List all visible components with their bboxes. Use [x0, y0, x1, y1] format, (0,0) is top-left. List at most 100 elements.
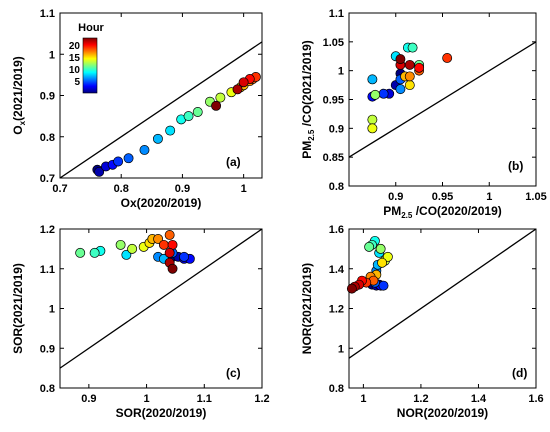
y-tick-label: 1: [49, 49, 55, 61]
data-point: [139, 144, 150, 155]
data-point: [165, 125, 176, 136]
x-tick-label: 1.2: [254, 393, 269, 405]
y-tick-label: 1.2: [40, 224, 55, 236]
data-point: [192, 107, 203, 117]
data-point: [346, 283, 357, 294]
data-point: [404, 71, 415, 82]
x-tick-label: 0.9: [388, 191, 403, 203]
y-tick-label: 1: [338, 66, 344, 78]
y-tick-label: 1.1: [329, 8, 344, 20]
panel-a: 0.7 0.8 0.9 1 0.7 0.8 0.9 1 1.1 Ox(2020/2019) Ox(2…: [11, 8, 263, 210]
data-point: [238, 77, 249, 88]
data-point: [364, 241, 375, 252]
data-point: [167, 263, 178, 274]
data-point: [153, 233, 164, 244]
panel-label: (d): [512, 366, 527, 380]
one-to-one-line: [60, 229, 262, 369]
data-point: [370, 89, 381, 100]
data-point: [407, 42, 418, 53]
data-point: [115, 239, 126, 250]
data-point: [367, 123, 378, 134]
colorbar-tick-label: 15: [69, 53, 81, 64]
panel-label: (a): [226, 155, 241, 169]
data-point: [215, 92, 226, 103]
colorbar-tick-label: 5: [74, 77, 80, 88]
x-axis-label: Ox(2020/2019): [121, 196, 202, 210]
y-tick-label: 0.9: [40, 91, 55, 103]
data-point: [89, 247, 100, 258]
x-tick-label: 1: [360, 393, 366, 405]
panel-d: 1 1.2 1.4 1.6 0.8 1 1.2 1.4 1.6 NOR(2020/2019) NOR…: [300, 224, 544, 420]
y-tick-label: 0.95: [323, 95, 344, 107]
data-point: [75, 247, 86, 258]
x-axis-label: SOR(2020/2019): [116, 406, 207, 420]
x-tick-label: 1.6: [528, 393, 543, 405]
data-point: [164, 247, 175, 258]
colorbar-gradient: [82, 37, 98, 94]
y-tick-label: 0.85: [323, 152, 344, 164]
x-tick-label: 1: [241, 183, 247, 195]
data-point: [414, 62, 425, 73]
data-point: [164, 230, 175, 240]
data-point: [211, 100, 222, 111]
one-to-one-line: [60, 41, 262, 178]
data-point: [94, 166, 105, 177]
y-axis-label: Ox(2021/2019): [11, 56, 27, 135]
y-tick-label: 0.8: [40, 383, 55, 395]
data-point: [232, 84, 243, 95]
data-point: [367, 114, 378, 125]
y-axis-label: NOR(2021/2019): [300, 263, 314, 354]
y-tick-label: 0.9: [40, 343, 55, 355]
data-point: [378, 280, 389, 291]
x-tick-label: 1: [144, 393, 150, 405]
y-tick-label: 1.2: [329, 304, 344, 316]
y-tick-label: 1.4: [329, 264, 345, 276]
y-tick-label: 1: [338, 343, 344, 355]
y-tick-label: 0.9: [329, 123, 344, 135]
data-point: [395, 54, 406, 65]
data-point: [404, 80, 415, 91]
y-tick-label: 1.1: [40, 8, 55, 20]
y-tick-label: 1.05: [323, 37, 344, 49]
x-tick-label: 1.05: [525, 191, 546, 203]
y-tick-label: 1.6: [329, 224, 344, 236]
one-to-one-line: [349, 41, 536, 158]
x-tick-label: 1.2: [413, 393, 428, 405]
panel-label: (c): [226, 366, 241, 380]
data-point: [367, 74, 378, 85]
x-tick-label: 0.8: [114, 183, 129, 195]
x-axis-label: NOR(2020/2019): [397, 406, 488, 420]
x-tick-label: 0.95: [432, 191, 453, 203]
data-point: [377, 257, 388, 268]
x-tick-label: 0.9: [81, 393, 96, 405]
x-tick-label: 0.7: [52, 183, 67, 195]
y-tick-label: 0.8: [40, 132, 55, 144]
one-to-one-line: [349, 229, 536, 359]
y-axis-label: PM2.5 /CO(2021/2019): [300, 40, 316, 159]
data-point: [121, 249, 132, 260]
colorbar-title: Hour: [78, 22, 104, 34]
x-tick-label: 0.9: [175, 183, 190, 195]
data-point: [123, 153, 134, 164]
y-axis-label: SOR(2021/2019): [11, 263, 25, 354]
colorbar-tick-label: 10: [69, 65, 81, 76]
data-point: [375, 243, 386, 254]
data-point: [183, 111, 194, 122]
y-tick-label: 0.7: [40, 173, 55, 185]
x-tick-label: 1: [486, 191, 492, 203]
data-point: [179, 251, 190, 262]
data-point: [378, 88, 389, 99]
panel-c: 0.9 1 1.1 1.2 0.8 0.9 1 1.1 1.2 SOR(2020/2019) SOR…: [11, 224, 270, 420]
data-point: [442, 53, 453, 63]
data-point: [382, 251, 393, 262]
panel-b: 0.9 0.95 1 1.05 0.8 0.85 0.9 0.95 1 1.05 1.1 PM2.5 …: [300, 8, 547, 220]
panel-label: (b): [508, 159, 523, 173]
data-point: [158, 239, 169, 250]
data-point: [127, 243, 138, 254]
y-tick-label: 1.1: [40, 264, 55, 276]
data-point: [395, 84, 406, 95]
colorbar-tick-label: 20: [69, 41, 81, 52]
data-point: [113, 156, 124, 167]
